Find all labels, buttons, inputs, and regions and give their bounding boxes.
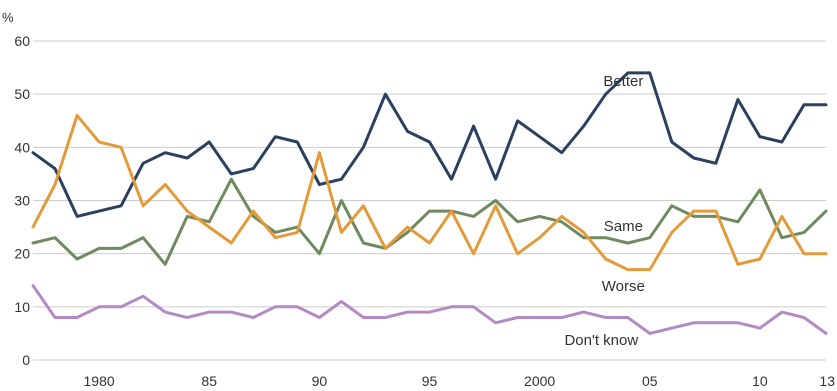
series-line-better	[31, 71, 828, 218]
y-tick-label-50: 50	[14, 86, 30, 102]
x-tick-label-90: 90	[312, 373, 328, 389]
y-tick-label-30: 30	[14, 193, 30, 209]
y-tick-label-60: 60	[14, 33, 30, 49]
x-tick-label-2000: 2000	[524, 373, 555, 389]
x-tick-label-13: 13	[819, 373, 835, 389]
series-label-same: Same	[604, 218, 643, 235]
series-line-worse	[31, 113, 828, 272]
gridlines	[33, 40, 826, 361]
series-label-worse: Worse	[602, 278, 645, 295]
series-labels: Better Same Worse Don't know	[564, 73, 644, 349]
series-line-don-t-know	[31, 284, 828, 335]
y-axis-unit: %	[2, 10, 14, 25]
series-label-don-t-know: Don't know	[564, 332, 638, 349]
y-tick-label-40: 40	[14, 139, 30, 155]
x-tick-label-1980: 1980	[84, 373, 115, 389]
x-tick-label-10: 10	[752, 373, 768, 389]
x-tick-label-85: 85	[201, 373, 217, 389]
x-axis-tick-labels: 1980 85 90 95 2000 05 10 13	[84, 373, 836, 389]
series-line-same	[31, 177, 828, 266]
series-label-better: Better	[603, 73, 643, 90]
y-tick-label-20: 20	[14, 246, 30, 262]
y-tick-label-0: 0	[22, 352, 30, 368]
x-tick-label-05: 05	[642, 373, 658, 389]
y-tick-label-10: 10	[14, 299, 30, 315]
series-lines	[31, 71, 828, 335]
y-axis-tick-labels: 0 10 20 30 40 50 60	[14, 33, 30, 368]
x-tick-label-95: 95	[422, 373, 438, 389]
